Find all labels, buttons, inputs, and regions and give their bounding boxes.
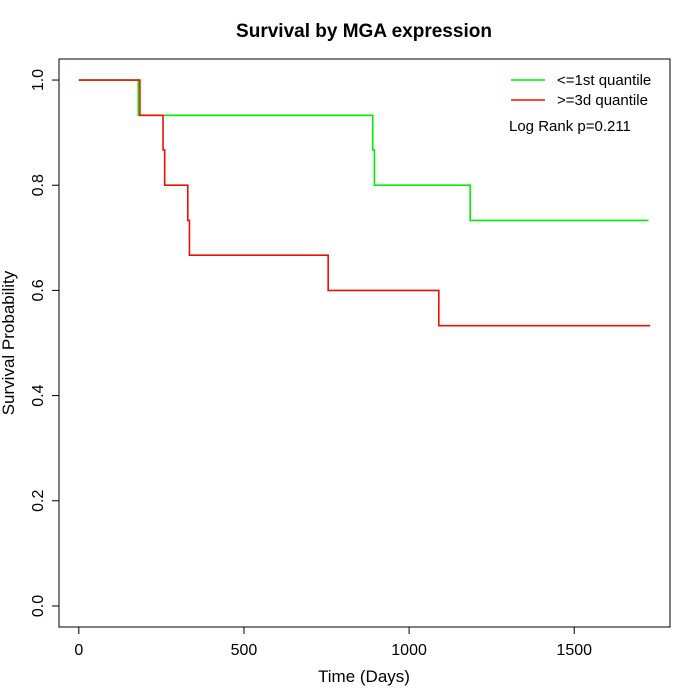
log-rank-annotation: Log Rank p=0.211 — [509, 118, 631, 135]
legend-label: >=3d quantile — [557, 92, 648, 109]
y-tick-label: 0.2 — [30, 490, 47, 512]
x-tick-label: 1000 — [391, 642, 427, 659]
x-axis-label: Time (Days) — [318, 667, 410, 686]
y-tick-label: 0.0 — [30, 595, 47, 617]
x-tick-label: 0 — [74, 642, 83, 659]
series-layer — [78, 79, 651, 327]
x-axis: 0 500 1000 1500 — [74, 626, 592, 659]
x-tick-label: 1500 — [556, 642, 592, 659]
y-tick-label: 0.4 — [30, 384, 47, 406]
plot-frame — [58, 58, 671, 628]
y-tick-label: 0.8 — [30, 174, 47, 196]
y-axis: 0.0 0.2 0.4 0.6 0.8 1.0 — [30, 69, 60, 617]
y-tick-label: 1.0 — [30, 69, 47, 91]
survival-curve-series-2 — [78, 79, 651, 327]
legend-label: <=1st quantile — [557, 72, 651, 89]
x-tick-label: 500 — [231, 642, 258, 659]
survival-curve-series-1 — [78, 79, 649, 222]
y-tick-label: 0.6 — [30, 279, 47, 301]
chart-title: Survival by MGA expression — [236, 21, 492, 42]
y-axis-label: Survival Probability — [0, 270, 18, 415]
legend: <=1st quantile >=3d quantile — [511, 72, 651, 109]
